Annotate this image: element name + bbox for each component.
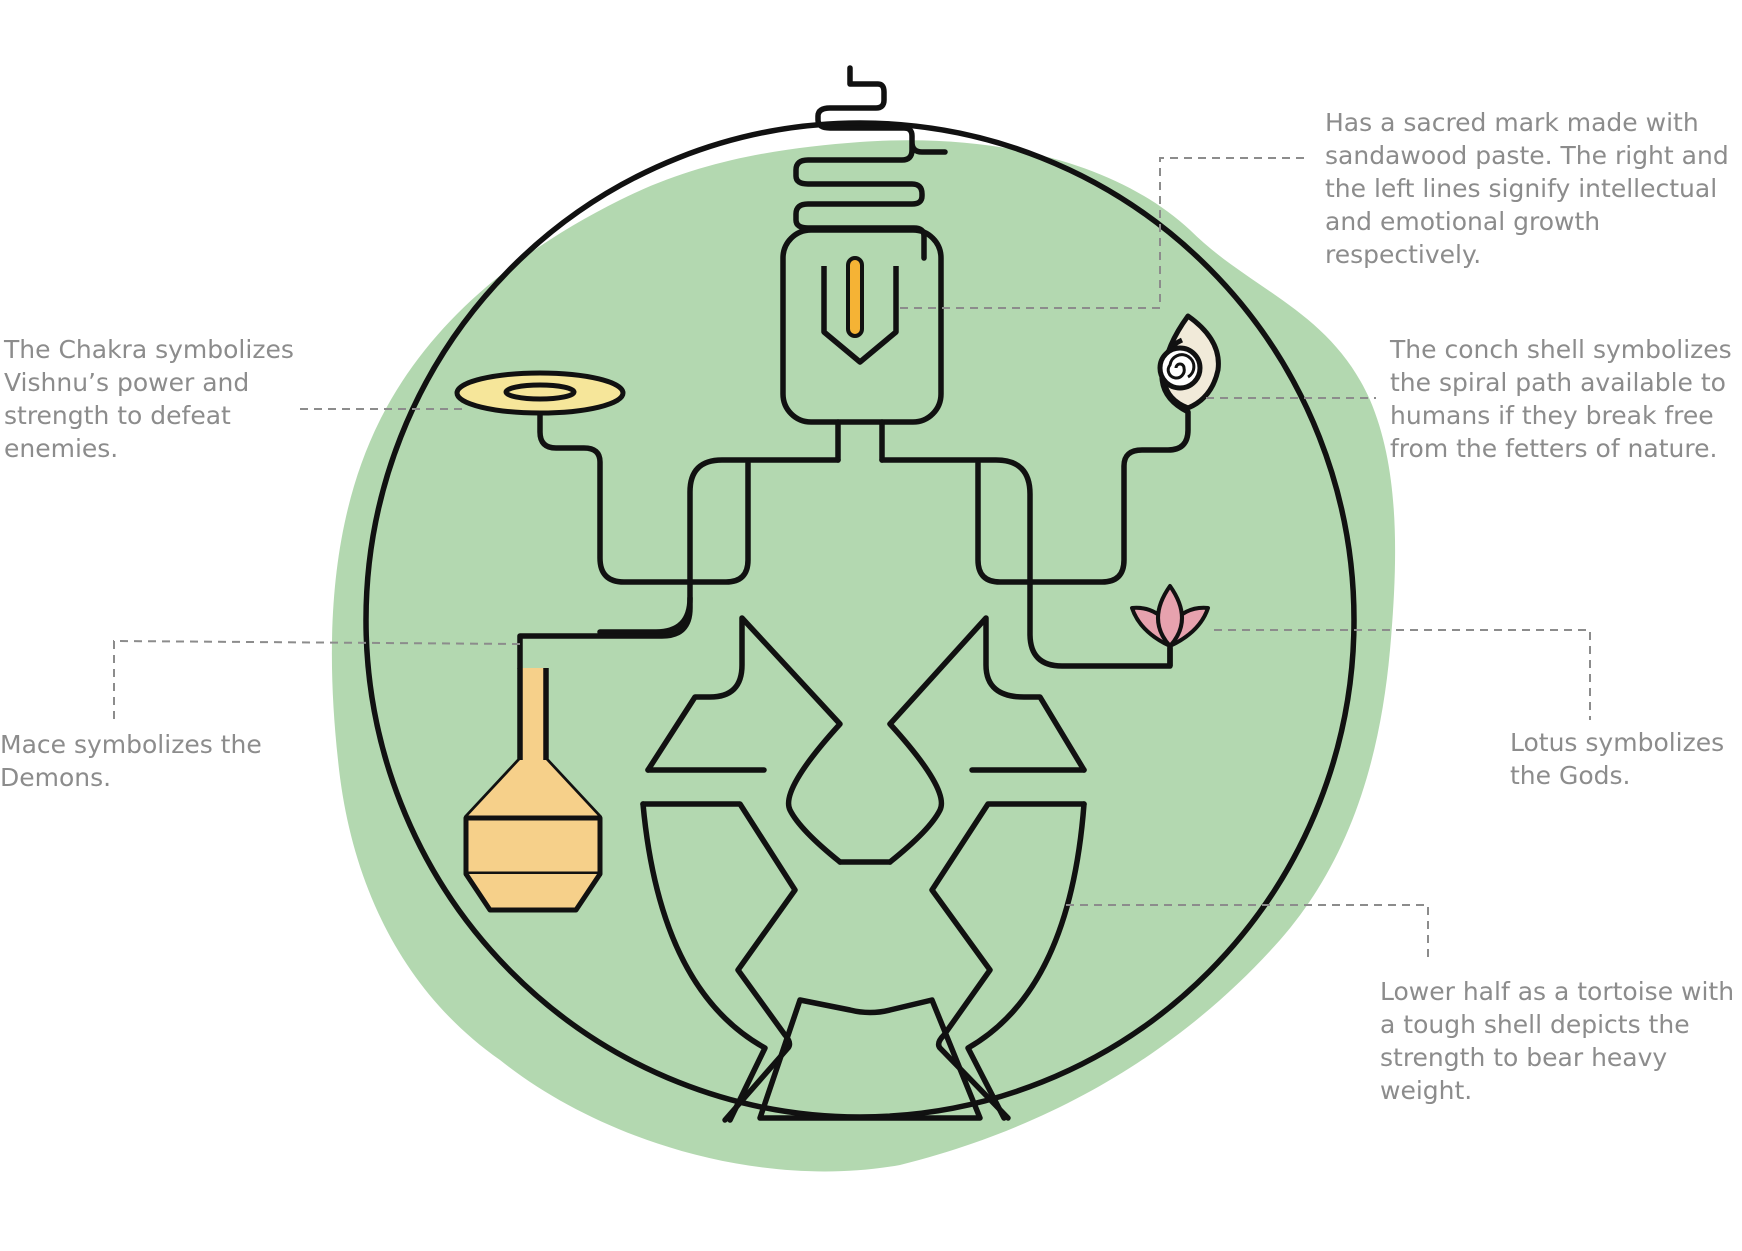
- lotus-icon: [1130, 584, 1210, 666]
- tortoise-shell-right-upper: [887, 615, 1087, 865]
- annotation-conch-shell: The conch shell symbolizes the spiral pa…: [1390, 335, 1732, 463]
- upper-right-arm: [975, 409, 1191, 585]
- leader-tortoise: [1066, 904, 1429, 962]
- leader-sacred-mark: [900, 157, 1305, 309]
- annotation-tortoise: Lower half as a tortoise with a tough sh…: [1380, 977, 1735, 1105]
- head: [780, 227, 944, 425]
- annotation-sacred-mark: Has a sacred mark made with sandawood pa…: [1325, 108, 1729, 269]
- tortoise-shell-left-upper: [645, 615, 843, 865]
- leader-lotus: [1214, 629, 1591, 720]
- tortoise-lower-right: [929, 801, 1087, 1121]
- tortoise-lower-right-rim: [965, 801, 1087, 1121]
- mace-icon: [463, 668, 603, 913]
- annotation-mace: Mace symbolizes the Demons.: [0, 730, 262, 792]
- annotation-chakra: The Chakra symbolizes Vishnu’s power and…: [4, 335, 294, 463]
- tortoise-lower-base: [757, 997, 983, 1121]
- head-thread: [793, 65, 948, 261]
- conch-shell-icon: [1157, 313, 1221, 415]
- sacred-mark-icon: [821, 256, 899, 365]
- lower-left-arm: [517, 595, 693, 671]
- tortoise-lower-left-rim: [640, 801, 768, 1123]
- chakra-icon: [454, 370, 626, 416]
- upper-left-arm: [537, 409, 751, 585]
- right-shoulder: [879, 457, 1173, 669]
- leader-mace: [113, 639, 521, 720]
- annotation-lotus: Lotus symbolizes the Gods.: [1510, 728, 1725, 790]
